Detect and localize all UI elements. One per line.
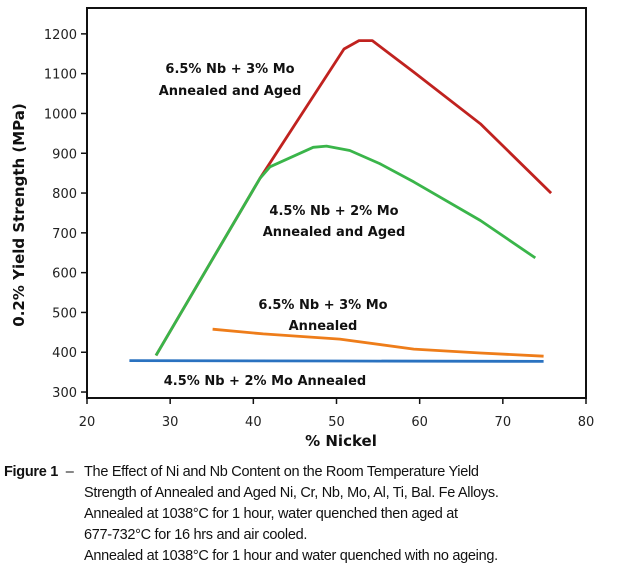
series-line-0: [154, 39, 553, 357]
x-axis-title: % Nickel: [305, 432, 377, 450]
figure-caption: Figure 1 –: [4, 462, 74, 483]
x-tick-label: 20: [79, 415, 96, 430]
caption-line: Strength of Annealed and Aged Ni, Cr, Nb…: [84, 485, 499, 501]
x-tick-label: 40: [245, 415, 262, 430]
x-tick-label: 70: [495, 415, 512, 430]
y-tick-label: 500: [52, 306, 77, 321]
y-tick-label: 600: [52, 267, 77, 282]
yield-strength-chart: 20 30 40 50 60 70 80 300 400 500 600 700 800 900 1000 1…: [10, 7, 595, 450]
caption-text: The Effect of Ni and Nb Content on the R…: [84, 462, 499, 567]
annotation-green-line1: 4.5% Nb + 2% Mo: [269, 204, 398, 219]
series-line-3: [129, 359, 544, 363]
caption-line: Annealed at 1038°C for 1 hour and water …: [84, 548, 498, 564]
y-axis-title: 0.2% Yield Strength (MPa): [10, 103, 28, 326]
caption-line: The Effect of Ni and Nb Content on the R…: [84, 464, 479, 480]
caption-label: Figure 1: [4, 464, 58, 480]
annotation-orange-line1: 6.5% Nb + 3% Mo: [258, 298, 387, 313]
x-tick-label: 30: [162, 415, 179, 430]
caption-dash: –: [65, 464, 74, 480]
y-tick-label: 1000: [44, 107, 77, 122]
caption-line: 677-732°C for 16 hrs and air cooled.: [84, 527, 308, 543]
x-tick-label: 60: [411, 415, 428, 430]
caption-line: Annealed at 1038°C for 1 hour, water que…: [84, 506, 458, 522]
y-tick-label: 300: [52, 386, 77, 401]
annotation-red-line1: 6.5% Nb + 3% Mo: [165, 62, 294, 77]
annotation-green-line2: Annealed and Aged: [263, 225, 406, 240]
y-tick-label: 400: [52, 346, 77, 361]
y-tick-label: 900: [52, 147, 77, 162]
annotation-orange-line2: Annealed: [289, 319, 358, 334]
y-tick-label: 800: [52, 187, 77, 202]
x-tick-label: 80: [578, 415, 595, 430]
annotation-blue: 4.5% Nb + 2% Mo Annealed: [164, 374, 366, 389]
series-line-1: [154, 144, 537, 357]
series-line-2: [212, 327, 544, 358]
y-tick-label: 1200: [44, 28, 77, 43]
annotation-red-line2: Annealed and Aged: [159, 84, 302, 99]
y-tick-label: 700: [52, 227, 77, 242]
x-tick-label: 50: [328, 415, 345, 430]
y-tick-label: 1100: [44, 68, 77, 83]
